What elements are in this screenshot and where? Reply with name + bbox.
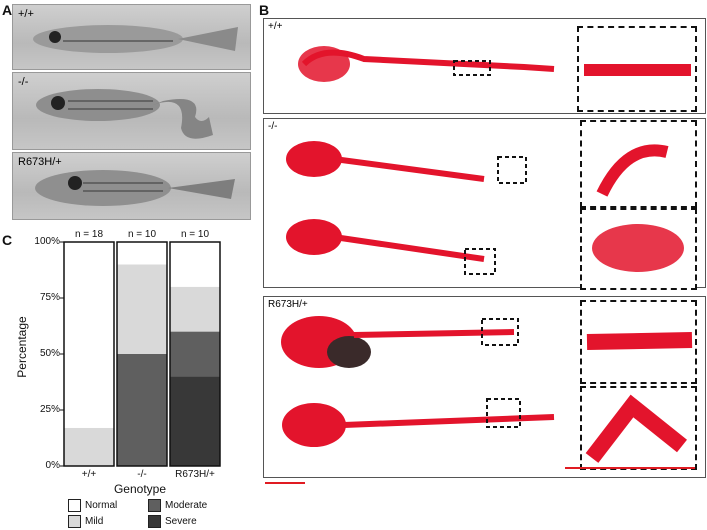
- y-tick-label: 75%: [39, 292, 60, 303]
- y-tick-label: 25%: [39, 404, 60, 415]
- n-label: n = 10: [127, 229, 157, 240]
- genotype-label-ko: -/-: [268, 121, 278, 132]
- bar-segment-mild: [117, 264, 167, 354]
- genotype-label-wt: +/+: [268, 21, 283, 32]
- legend-swatch: [148, 499, 161, 512]
- legend-label: Mild: [85, 516, 104, 527]
- legend-severe: Severe: [148, 515, 197, 528]
- fish-photo-wildtype: +/+: [12, 4, 251, 70]
- y-tick-label: 100%: [34, 236, 60, 247]
- inset-image: [592, 224, 684, 272]
- bar-outline: [116, 241, 168, 467]
- n-label: n = 10: [180, 229, 210, 240]
- skeleton-stain-image: [286, 141, 527, 275]
- legend-label: Severe: [165, 516, 197, 527]
- bar-outline: [169, 241, 221, 467]
- legend-swatch: [68, 499, 81, 512]
- legend-moderate: Moderate: [148, 499, 207, 512]
- inset-image: [585, 394, 687, 463]
- n-label: n = 18: [74, 229, 104, 240]
- legend-swatch: [68, 515, 81, 528]
- inset-r673h-bottom: [580, 386, 697, 470]
- bar-segment-normal: [170, 242, 220, 287]
- x-tick-label: +/+: [81, 469, 97, 480]
- fish-image: [35, 170, 235, 206]
- inset-r673h-top: [580, 300, 697, 384]
- panel-label-c: C: [2, 232, 13, 248]
- skeleton-stain-image: [281, 316, 555, 447]
- genotype-label-mut: R673H/+: [18, 156, 62, 168]
- scale-bar-inset: [565, 467, 695, 469]
- legend-label: Normal: [85, 500, 118, 511]
- panel-label-a: A: [2, 2, 13, 18]
- genotype-label-ko: -/-: [18, 76, 29, 88]
- stacked-bar-chart: [60, 241, 221, 467]
- bar-segment-normal: [64, 242, 114, 428]
- inset-image: [586, 332, 693, 350]
- x-tick-label: -/-: [137, 469, 147, 480]
- y-tick-label: 50%: [39, 348, 60, 359]
- legend-normal: Normal: [68, 499, 117, 512]
- inset-wildtype: [577, 26, 697, 112]
- fish-photo-r673h: R673H/+: [12, 152, 251, 220]
- genotype-label-wt: +/+: [18, 8, 34, 20]
- bar-segment-moderate: [170, 331, 220, 377]
- x-tick-label: R673H/+: [175, 469, 215, 480]
- skeleton-stain-image: [298, 46, 555, 82]
- legend-swatch: [148, 515, 161, 528]
- bar-segment-moderate: [117, 354, 167, 466]
- x-axis-title: Genotype: [113, 482, 167, 496]
- inset-image: [584, 64, 691, 76]
- inset-image: [596, 144, 669, 197]
- panel-label-b: B: [259, 2, 270, 18]
- genotype-label-mut: R673H/+: [268, 299, 308, 310]
- fish-image: [33, 25, 238, 53]
- inset-knockout-top: [580, 120, 697, 208]
- inset-knockout-bottom: [580, 208, 697, 290]
- scale-bar-whole: [265, 482, 305, 484]
- bar-segment-normal: [117, 242, 167, 265]
- y-tick-label: 0%: [45, 460, 60, 471]
- legend-mild: Mild: [68, 515, 103, 528]
- bar-segment-mild: [170, 286, 220, 332]
- fish-image: [36, 89, 213, 139]
- fish-photo-knockout: -/-: [12, 72, 251, 150]
- legend-label: Moderate: [165, 500, 208, 511]
- bar-segment-severe: [170, 376, 220, 466]
- bar-segment-mild: [64, 427, 114, 466]
